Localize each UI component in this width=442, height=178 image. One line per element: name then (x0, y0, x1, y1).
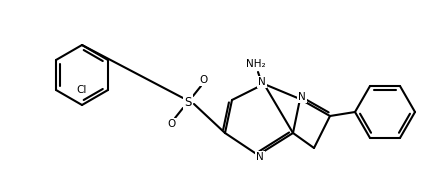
Text: O: O (168, 119, 176, 129)
Text: N: N (298, 92, 306, 102)
Text: Cl: Cl (77, 85, 87, 95)
Text: S: S (184, 96, 192, 109)
Text: O: O (200, 75, 208, 85)
Text: N: N (256, 152, 264, 162)
Text: N: N (258, 77, 266, 87)
Text: NH₂: NH₂ (246, 59, 266, 69)
